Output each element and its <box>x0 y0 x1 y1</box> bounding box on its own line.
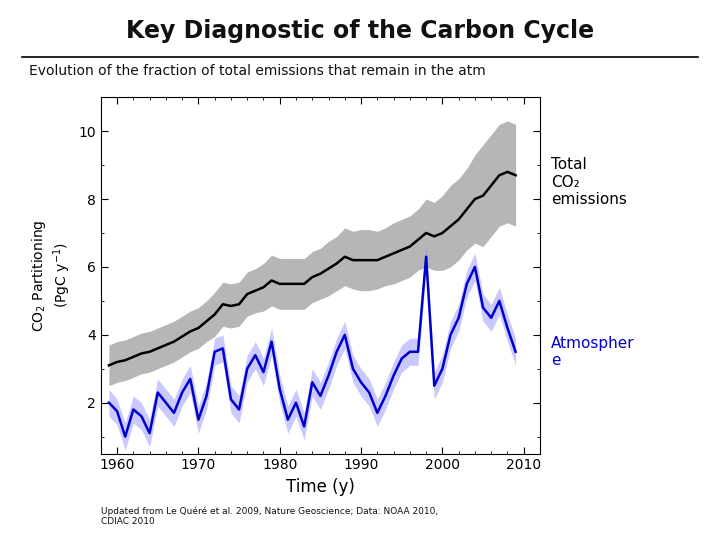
Text: Total
CO₂
emissions: Total CO₂ emissions <box>551 157 626 207</box>
Text: Evolution of the fraction of total emissions that remain in the atm: Evolution of the fraction of total emiss… <box>29 64 485 78</box>
Text: Updated from Le Quéré et al. 2009, Nature Geoscience; Data: NOAA 2010,
CDIAC 201: Updated from Le Quéré et al. 2009, Natur… <box>101 507 438 526</box>
X-axis label: Time (y): Time (y) <box>286 478 355 496</box>
Text: Atmospher
e: Atmospher e <box>551 335 634 368</box>
Y-axis label: CO$_2$ Partitioning
(PgC y$^{-1}$): CO$_2$ Partitioning (PgC y$^{-1}$) <box>30 219 73 332</box>
Text: Key Diagnostic of the Carbon Cycle: Key Diagnostic of the Carbon Cycle <box>126 19 594 43</box>
